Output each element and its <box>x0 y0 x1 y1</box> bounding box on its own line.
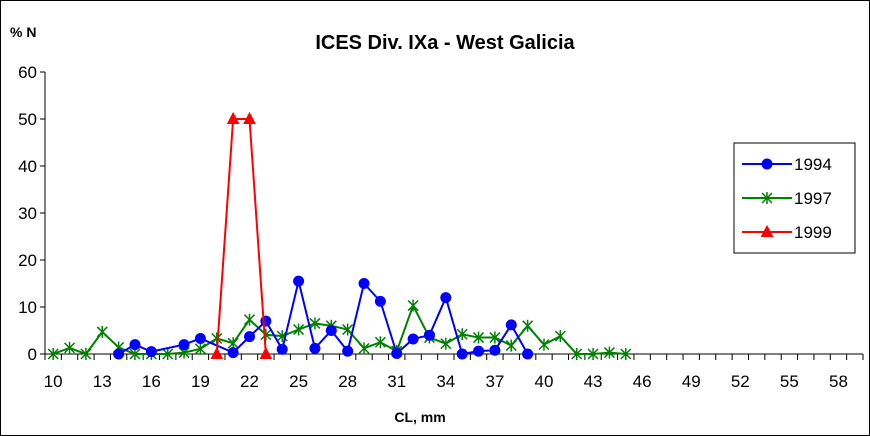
data-point <box>761 192 773 204</box>
legend-label: 1999 <box>794 223 832 242</box>
data-point <box>342 323 354 336</box>
series-1999 <box>210 111 273 359</box>
y-tick-label: 20 <box>18 251 37 270</box>
series-layer <box>47 111 632 360</box>
x-tick-label: 34 <box>436 372 455 391</box>
data-point <box>440 337 452 350</box>
legend-label: 1994 <box>794 155 832 174</box>
data-point <box>473 331 485 344</box>
data-point <box>489 344 501 356</box>
series-line <box>215 118 267 355</box>
data-point <box>293 323 305 336</box>
chart-title: ICES Div. IXa - West Galicia <box>315 32 575 54</box>
x-tick-label: 19 <box>191 372 210 391</box>
x-tick-label: 10 <box>44 372 63 391</box>
data-point <box>226 111 240 124</box>
data-point <box>96 325 108 338</box>
x-tick-label: 31 <box>387 372 406 391</box>
x-tick-label: 28 <box>338 372 357 391</box>
x-tick-label: 25 <box>289 372 308 391</box>
data-point <box>423 329 435 341</box>
data-point <box>603 346 615 359</box>
data-point <box>456 348 468 360</box>
x-tick-label: 37 <box>485 372 504 391</box>
data-point <box>407 299 419 312</box>
y-axis-label: % N <box>10 24 36 40</box>
data-point <box>162 348 174 360</box>
axes: 0 10 20 30 40 50 60 10 13 16 19 22 25 28 31 34 37 40 43 46 4… <box>18 63 864 391</box>
series-1997 <box>47 299 632 360</box>
data-point <box>194 332 206 344</box>
data-point <box>210 346 224 359</box>
y-tick-label: 50 <box>18 110 37 129</box>
data-point <box>505 339 517 352</box>
y-tick-label: 10 <box>18 298 37 317</box>
x-tick-label: 22 <box>240 372 259 391</box>
data-point <box>129 339 141 351</box>
data-point <box>587 348 599 360</box>
x-tick-label: 40 <box>535 372 554 391</box>
y-tick-label: 0 <box>28 345 37 364</box>
legend-entry: 1999 <box>742 223 832 242</box>
x-tick-label: 46 <box>633 372 652 391</box>
data-point <box>505 319 517 331</box>
data-point <box>761 158 773 170</box>
data-point <box>374 295 386 307</box>
data-point <box>358 342 370 355</box>
data-point <box>194 342 206 355</box>
y-tick-label: 30 <box>18 204 37 223</box>
data-point <box>374 336 386 349</box>
x-tick-label: 58 <box>829 372 848 391</box>
legend-entry: 1997 <box>742 189 832 208</box>
x-tick-label: 52 <box>731 372 750 391</box>
data-point <box>276 343 288 355</box>
data-point <box>178 339 190 351</box>
data-point <box>260 328 272 341</box>
data-point <box>522 319 534 332</box>
data-point <box>554 330 566 343</box>
data-point <box>244 331 255 343</box>
data-point <box>620 348 632 360</box>
data-point <box>325 325 337 336</box>
x-tick-label: 43 <box>584 372 603 391</box>
data-point <box>243 313 256 326</box>
data-point <box>113 348 125 360</box>
data-point <box>473 345 485 357</box>
series-1994 <box>113 275 534 360</box>
data-point <box>342 345 354 357</box>
data-point <box>407 333 419 345</box>
data-point <box>293 275 305 287</box>
data-point <box>538 338 550 351</box>
data-point <box>760 224 774 237</box>
data-point <box>440 292 452 304</box>
data-point <box>227 347 239 359</box>
x-tick-label: 55 <box>780 372 799 391</box>
data-point <box>456 328 468 341</box>
x-tick-label: 49 <box>682 372 701 391</box>
data-point <box>243 111 256 124</box>
legend: 1994 1997 1999 <box>733 142 856 254</box>
legend-label: 1997 <box>794 189 832 208</box>
x-tick-label: 16 <box>142 372 161 391</box>
data-point <box>391 348 403 360</box>
data-point <box>47 348 59 360</box>
y-tick-label: 40 <box>18 157 37 176</box>
data-point <box>358 278 370 289</box>
x-tick-label: 13 <box>93 372 112 391</box>
data-point <box>64 341 76 354</box>
data-point <box>259 346 273 359</box>
data-point <box>489 331 501 344</box>
data-point <box>80 348 92 360</box>
data-point <box>145 346 157 358</box>
y-tick-label: 60 <box>18 63 37 82</box>
data-point <box>309 342 321 354</box>
x-axis-label: CL, mm <box>394 409 445 425</box>
data-point <box>309 317 321 330</box>
legend-entry: 1994 <box>742 155 832 174</box>
data-point <box>571 348 583 360</box>
data-point <box>522 348 534 360</box>
